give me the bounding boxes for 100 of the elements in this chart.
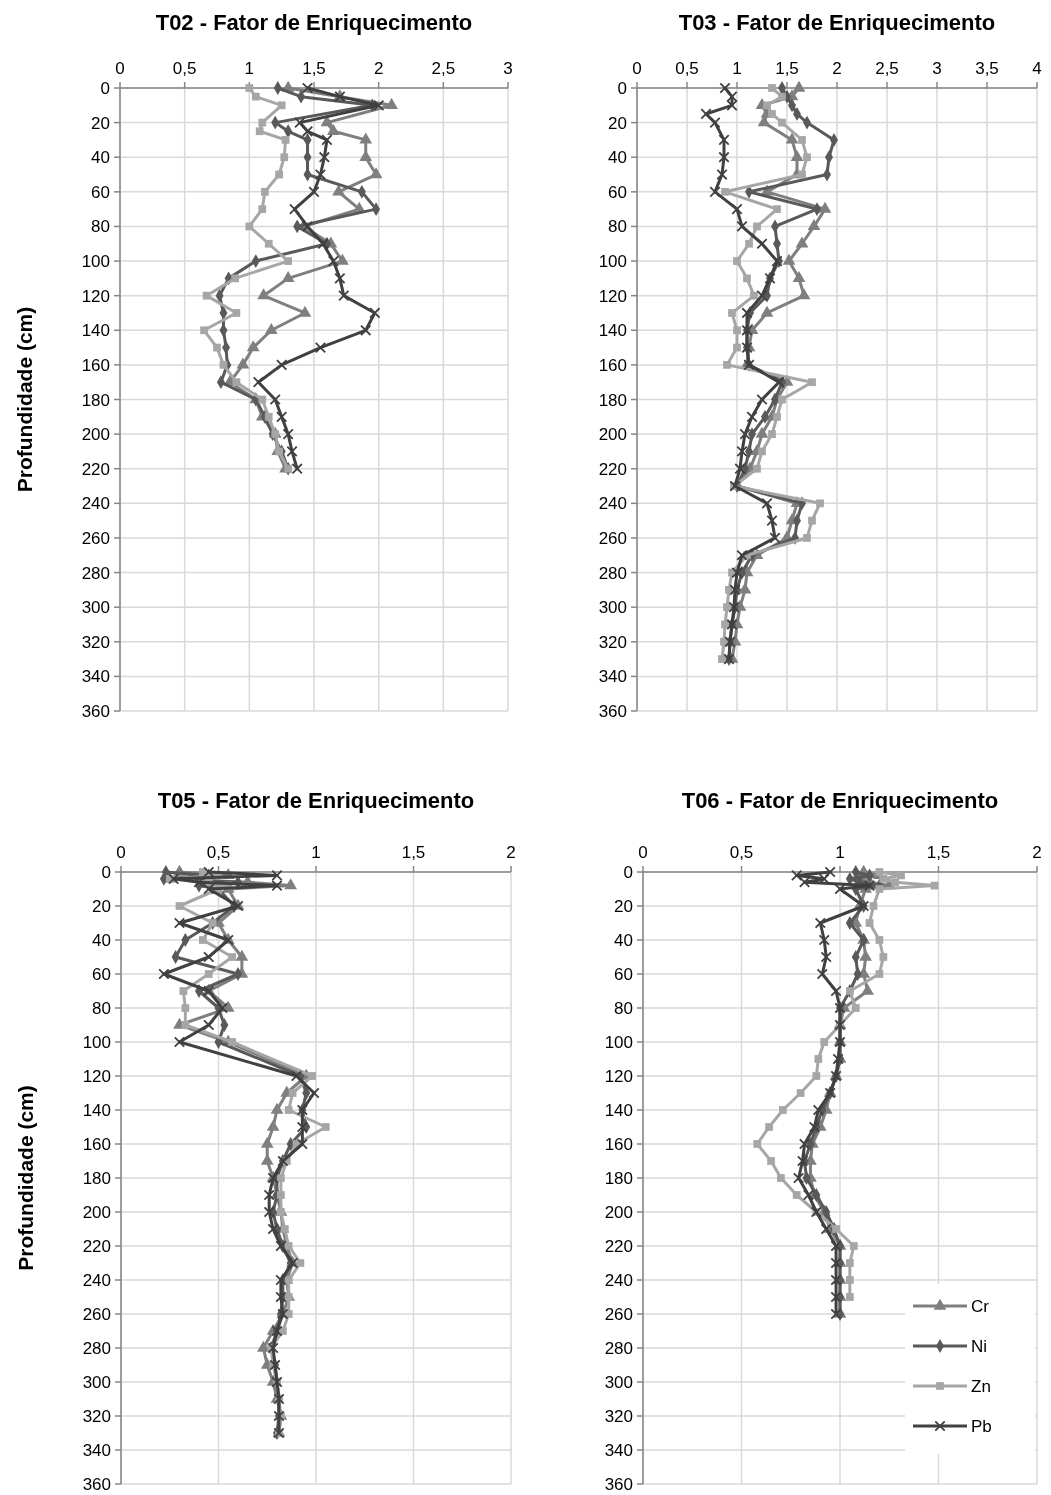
y-tick-label: 320 (604, 1407, 633, 1426)
y-tick-label: 340 (81, 667, 110, 687)
x-tick-label: 3 (932, 59, 942, 78)
legend-label: Ni (971, 1337, 988, 1356)
y-tick-label: 140 (82, 1101, 111, 1120)
y-tick-label: 60 (614, 965, 633, 984)
x-tick-label: 1 (244, 59, 255, 78)
chart-title: T05 - Fator de Enriquecimento (157, 788, 475, 813)
y-tick-label: 340 (82, 1441, 111, 1460)
legend-label: Pb (971, 1417, 992, 1436)
y-tick-label: 20 (608, 113, 627, 133)
y-tick-label: 80 (91, 217, 110, 237)
y-tick-label: 300 (604, 1373, 633, 1392)
y-tick-label: 160 (604, 1135, 633, 1154)
y-tick-label: 260 (598, 528, 627, 548)
y-tick-label: 180 (82, 1169, 111, 1188)
y-tick-label: 160 (598, 355, 627, 375)
y-tick-label: 280 (598, 563, 627, 583)
y-tick-label: 280 (604, 1339, 633, 1358)
y-tick-label: 240 (82, 1271, 111, 1290)
y-tick-label: 220 (81, 459, 110, 479)
y-tick-label: 100 (81, 252, 110, 272)
y-tick-label: 300 (598, 598, 627, 618)
y-tick-label: 40 (91, 148, 110, 168)
x-tick-label: 1 (835, 843, 845, 862)
y-tick-label: 20 (92, 897, 111, 916)
x-tick-label: 1 (311, 843, 321, 862)
y-tick-label: 140 (598, 321, 627, 341)
y-tick-label: 240 (81, 494, 110, 514)
y-tick-label: 180 (598, 390, 627, 410)
y-tick-label: 0 (623, 863, 633, 882)
x-tick-label: 1,5 (401, 843, 426, 862)
x-tick-label: 2,5 (875, 59, 899, 78)
y-tick-label: 260 (604, 1305, 633, 1324)
x-tick-label: 0 (115, 59, 125, 78)
y-tick-label: 0 (100, 79, 110, 98)
y-tick-label: 80 (614, 999, 633, 1018)
x-tick-label: 2 (506, 843, 516, 862)
y-axis-title: Profundidade (cm) (14, 1085, 37, 1271)
y-tick-label: 140 (81, 321, 110, 341)
y-tick-label: 100 (82, 1033, 111, 1052)
y-tick-label: 340 (598, 667, 627, 687)
y-tick-label: 80 (608, 217, 627, 237)
x-tick-label: 0 (638, 843, 648, 862)
y-tick-label: 320 (81, 632, 110, 652)
y-tick-label: 120 (82, 1067, 111, 1086)
y-tick-label: 40 (608, 148, 627, 168)
y-tick-label: 0 (617, 79, 627, 98)
y-tick-label: 340 (604, 1441, 633, 1460)
x-tick-label: 2 (373, 59, 384, 78)
y-tick-label: 220 (82, 1237, 111, 1256)
x-tick-label: 2,5 (431, 59, 456, 78)
y-tick-label: 360 (598, 702, 627, 721)
chart-title: T03 - Fator de Enriquecimento (678, 10, 996, 35)
x-tick-label: 1,5 (775, 59, 799, 78)
y-tick-label: 320 (598, 632, 627, 652)
y-tick-label: 60 (92, 965, 111, 984)
x-tick-label: 0,5 (729, 843, 754, 862)
y-axis-title: Profundidade (cm) (13, 306, 36, 493)
y-tick-label: 120 (604, 1067, 633, 1086)
y-tick-label: 260 (82, 1305, 111, 1324)
y-tick-label: 160 (82, 1135, 111, 1154)
y-tick-label: 200 (81, 425, 110, 445)
x-tick-label: 4 (1032, 59, 1042, 78)
y-tick-label: 20 (614, 897, 633, 916)
y-tick-label: 60 (608, 182, 627, 202)
y-tick-label: 0 (101, 863, 111, 882)
x-tick-label: 3 (503, 59, 513, 78)
y-tick-label: 300 (81, 598, 110, 618)
y-tick-label: 40 (614, 931, 633, 950)
y-tick-label: 20 (91, 113, 110, 133)
x-tick-label: 0,5 (172, 59, 197, 78)
y-tick-label: 300 (82, 1373, 111, 1392)
y-tick-label: 360 (81, 702, 110, 721)
chart-title: T06 - Fator de Enriquecimento (681, 788, 999, 813)
y-tick-label: 320 (82, 1407, 111, 1426)
y-tick-label: 80 (92, 999, 111, 1018)
x-tick-label: 2 (832, 59, 842, 78)
legend-label: Zn (971, 1377, 991, 1396)
y-tick-label: 360 (604, 1475, 633, 1494)
y-tick-label: 100 (604, 1033, 633, 1052)
y-tick-label: 60 (91, 182, 110, 202)
y-tick-label: 120 (81, 286, 110, 306)
x-tick-label: 0,5 (675, 59, 699, 78)
y-tick-label: 240 (598, 494, 627, 514)
y-tick-label: 220 (598, 459, 627, 479)
y-tick-label: 40 (92, 931, 111, 950)
y-tick-label: 280 (82, 1339, 111, 1358)
y-tick-label: 260 (81, 528, 110, 548)
chart-title: T02 - Fator de Enriquecimento (155, 10, 473, 35)
x-tick-label: 1 (732, 59, 742, 78)
y-tick-label: 220 (604, 1237, 633, 1256)
y-tick-label: 240 (604, 1271, 633, 1290)
y-tick-label: 200 (598, 425, 627, 445)
y-tick-label: 120 (598, 286, 627, 306)
y-tick-label: 200 (604, 1203, 633, 1222)
y-tick-label: 140 (604, 1101, 633, 1120)
y-tick-label: 200 (82, 1203, 111, 1222)
x-tick-label: 2 (1032, 843, 1042, 862)
y-tick-label: 180 (81, 390, 110, 410)
